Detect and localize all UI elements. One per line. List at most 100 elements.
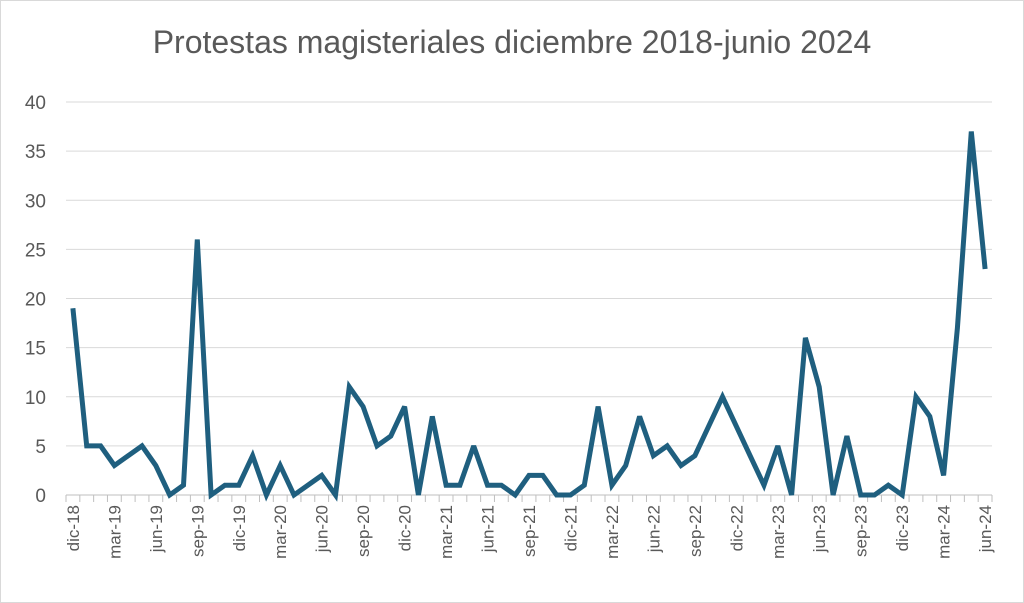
x-tick-label: dic-18 (64, 505, 83, 551)
x-tick-label: mar-20 (271, 505, 290, 559)
x-tick-label: dic-19 (230, 505, 249, 551)
x-tick-label: jun-21 (479, 505, 498, 553)
data-point (444, 483, 449, 488)
data-point (748, 453, 753, 458)
x-axis: dic-18 mar-19 jun-19 sep-19 dic-19 mar-20 jun-… (64, 495, 995, 559)
x-tick-label: mar-21 (437, 505, 456, 559)
y-axis: 0 5 10 15 20 25 30 35 40 (25, 93, 46, 507)
data-point (195, 237, 200, 242)
data-point (803, 335, 808, 340)
data-point (250, 453, 255, 458)
y-tick-label: 40 (25, 93, 46, 114)
data-point (416, 493, 421, 498)
data-point (153, 463, 158, 468)
data-point (679, 463, 684, 468)
data-point (485, 483, 490, 488)
data-point (236, 483, 241, 488)
data-point (513, 493, 518, 498)
data-point (692, 453, 697, 458)
y-tick-label: 0 (35, 486, 46, 507)
data-point (305, 483, 310, 488)
x-tick-label: dic-21 (561, 505, 580, 551)
data-point (361, 404, 366, 409)
data-point (637, 414, 642, 419)
data-point (706, 424, 711, 429)
data-point (665, 443, 670, 448)
x-tick-label: dic-20 (396, 505, 415, 551)
data-point (831, 493, 836, 498)
x-tick-label: mar-22 (603, 505, 622, 559)
data-point (844, 434, 849, 439)
x-tick-label: mar-23 (769, 505, 788, 559)
x-tick-label: jun-19 (147, 505, 166, 553)
series-layer (70, 129, 988, 502)
data-point (70, 306, 75, 311)
data-point (941, 473, 946, 478)
x-tick-label: sep-21 (520, 505, 539, 557)
data-point (913, 394, 918, 399)
y-tick-label: 35 (25, 142, 46, 163)
x-tick-label: mar-19 (105, 505, 124, 559)
data-point (568, 493, 573, 498)
data-point (983, 267, 988, 272)
data-point (84, 443, 89, 448)
data-point (181, 483, 186, 488)
y-tick-label: 15 (25, 339, 46, 360)
data-point (98, 443, 103, 448)
data-point (596, 404, 601, 409)
data-point (126, 453, 131, 458)
data-point (112, 463, 117, 468)
x-tick-label: mar-24 (935, 505, 954, 559)
chart-title: Protestas magisteriales diciembre 2018-j… (152, 24, 872, 60)
data-point (140, 443, 145, 448)
data-point (527, 473, 532, 478)
x-tick-label: sep-20 (354, 505, 373, 557)
data-point (775, 443, 780, 448)
y-tick-label: 25 (25, 240, 46, 261)
y-tick-label: 30 (25, 191, 46, 212)
data-point (402, 404, 407, 409)
data-point (651, 453, 656, 458)
data-point (388, 434, 393, 439)
gridlines (66, 101, 992, 496)
data-point (734, 424, 739, 429)
x-tick-label: jun-24 (976, 505, 995, 553)
x-tick-label: sep-23 (852, 505, 871, 557)
x-tick-label: dic-23 (893, 505, 912, 551)
data-point (167, 493, 172, 498)
data-point (333, 493, 338, 498)
data-point (264, 493, 269, 498)
x-tick-label: dic-22 (727, 505, 746, 551)
data-point (609, 483, 614, 488)
data-point (209, 493, 214, 498)
data-point (457, 483, 462, 488)
data-point (969, 129, 974, 134)
data-point (319, 473, 324, 478)
data-point (858, 493, 863, 498)
data-point (623, 463, 628, 468)
data-point (927, 414, 932, 419)
data-point (582, 483, 587, 488)
data-point (540, 473, 545, 478)
data-point (789, 493, 794, 498)
data-point (955, 325, 960, 330)
data-point (471, 443, 476, 448)
x-tick-label: jun-23 (810, 505, 829, 553)
data-point (347, 384, 352, 389)
data-point (720, 394, 725, 399)
data-point (554, 493, 559, 498)
x-tick-label: sep-22 (686, 505, 705, 557)
data-point (278, 463, 283, 468)
y-tick-label: 20 (25, 290, 46, 311)
data-point (886, 483, 891, 488)
data-point (430, 414, 435, 419)
x-tick-label: sep-19 (188, 505, 207, 557)
data-point (817, 384, 822, 389)
x-tick-label: jun-22 (644, 505, 663, 553)
x-tick-label: jun-20 (313, 505, 332, 553)
data-point (499, 483, 504, 488)
data-point (222, 483, 227, 488)
data-point (872, 493, 877, 498)
